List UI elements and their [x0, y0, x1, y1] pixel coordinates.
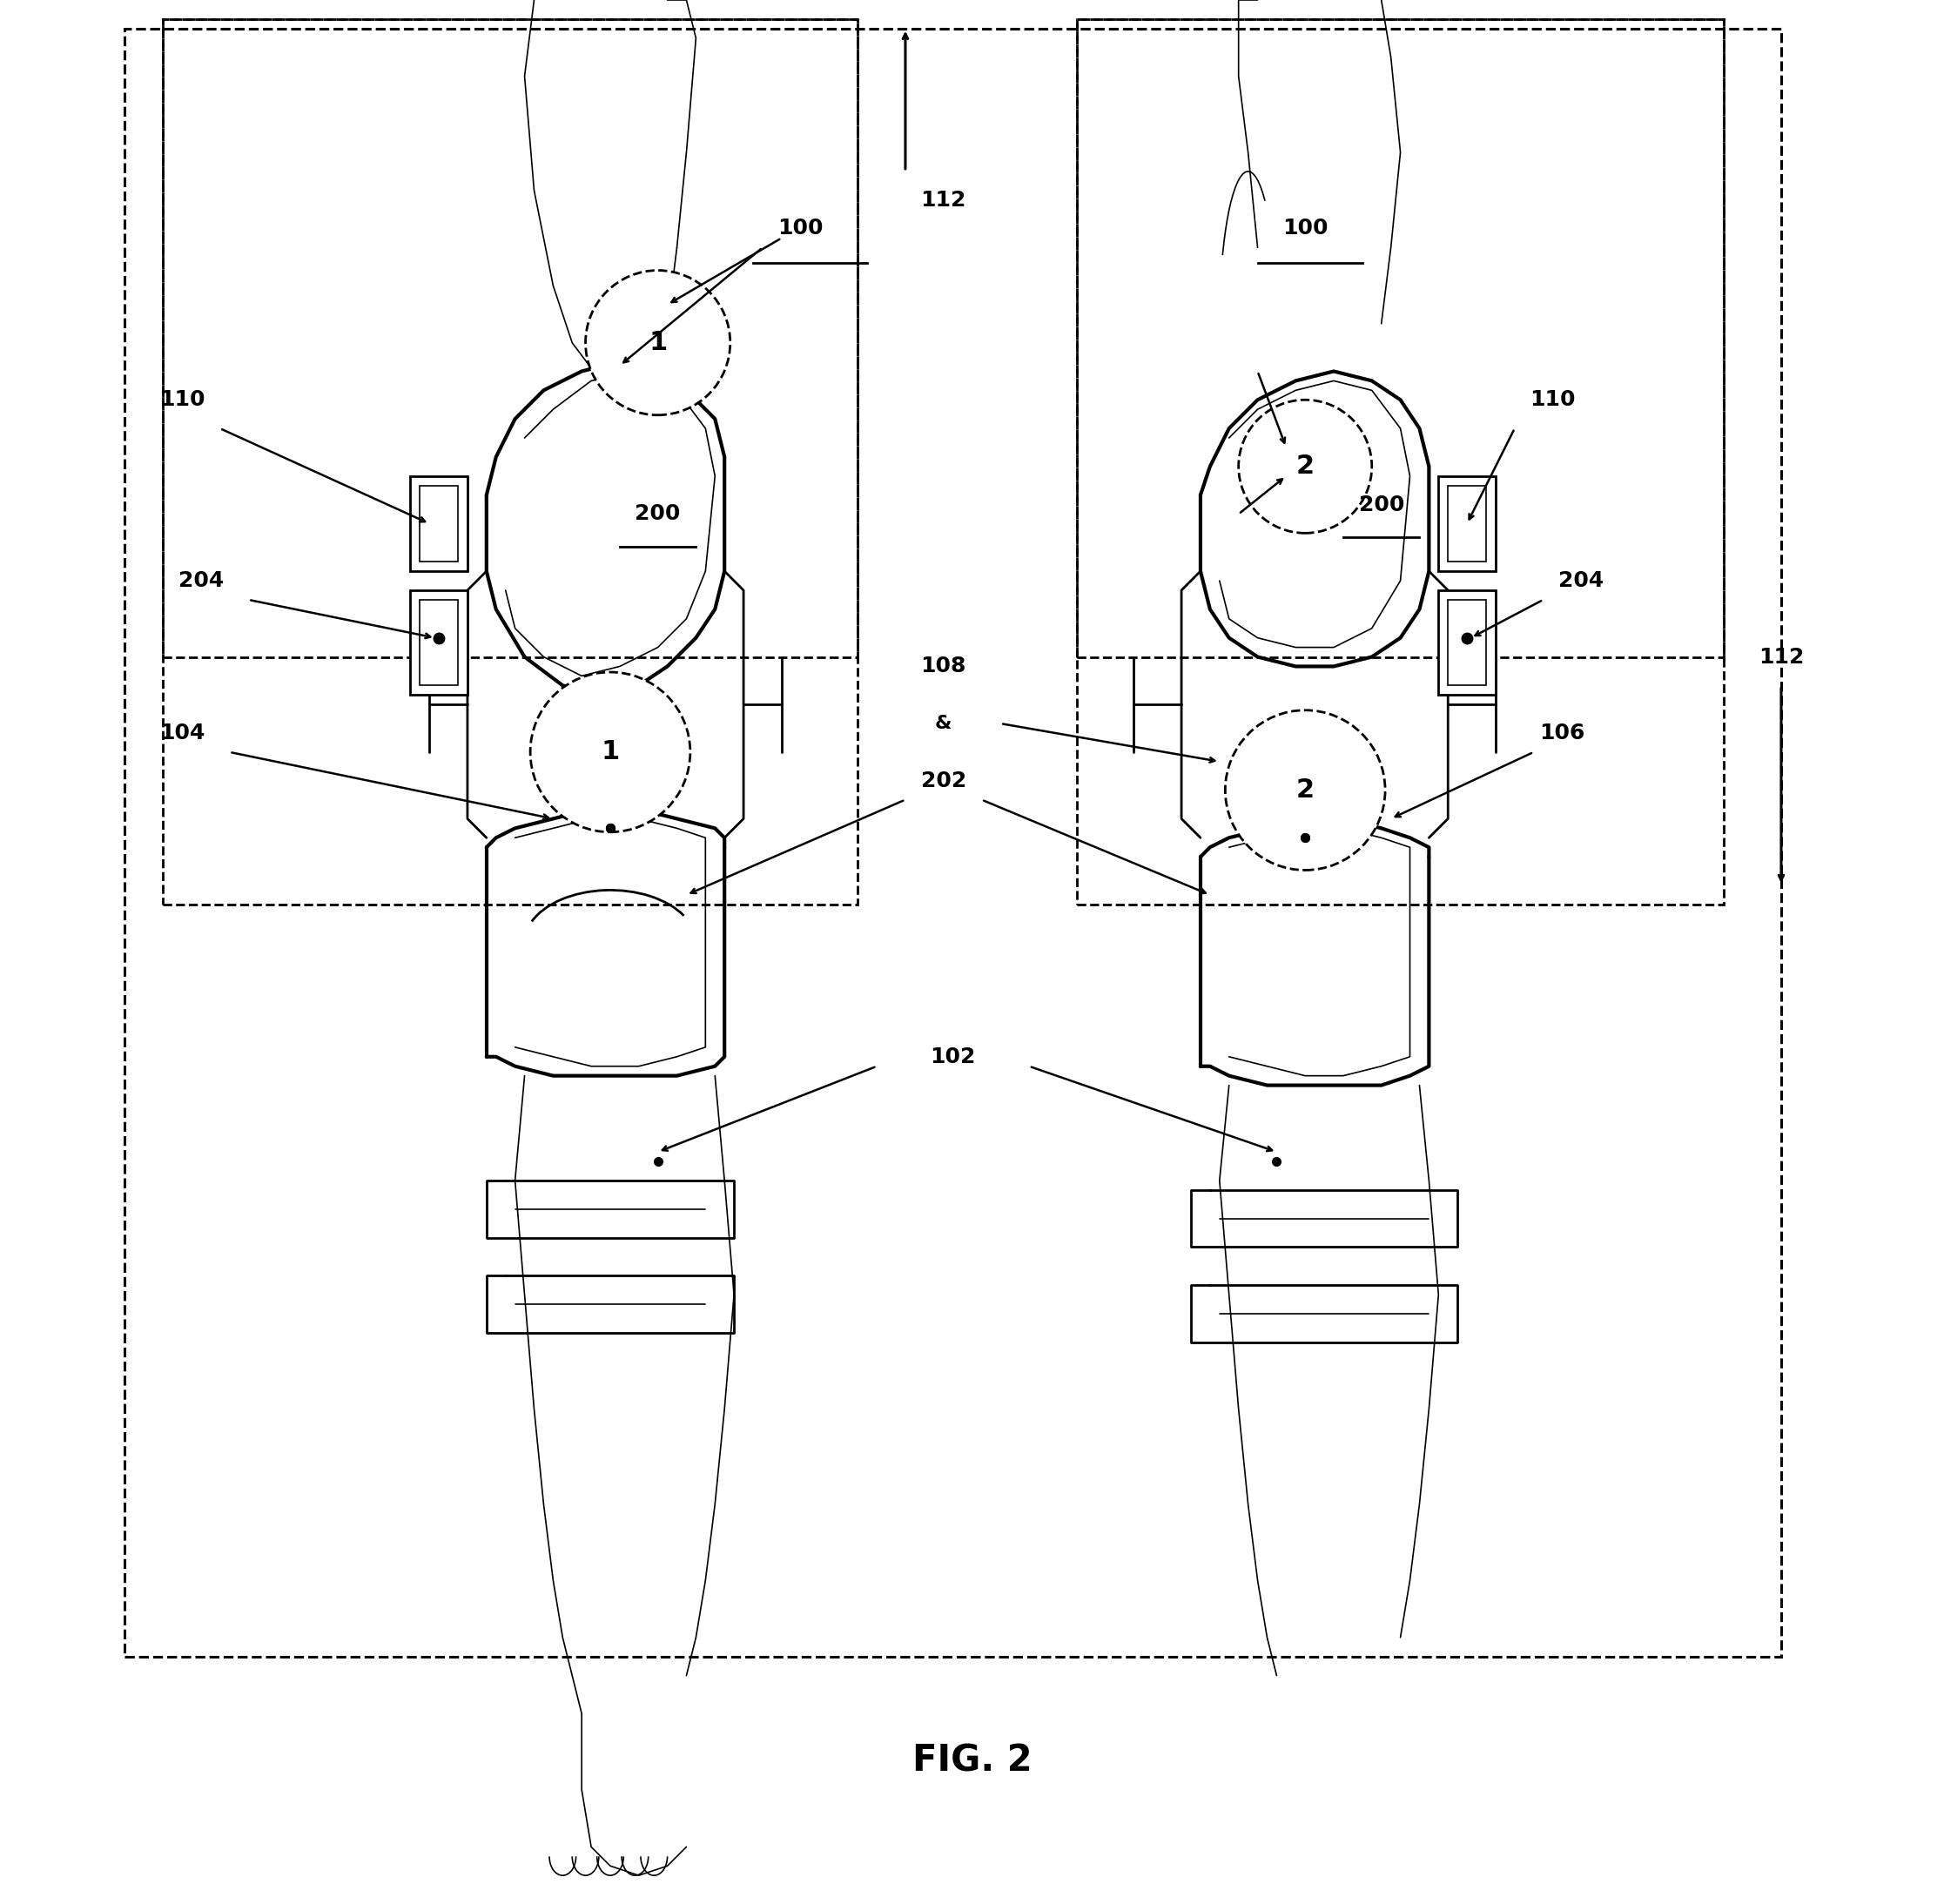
- Bar: [124, 29, 1781, 1656]
- Text: 112: 112: [921, 190, 966, 209]
- Text: 202: 202: [921, 771, 966, 790]
- Bar: [1439, 476, 1495, 571]
- Bar: [1077, 19, 1724, 904]
- Bar: [420, 486, 459, 562]
- Text: 1: 1: [601, 739, 620, 765]
- Text: 1: 1: [649, 329, 667, 356]
- Bar: [420, 600, 459, 685]
- Bar: [410, 476, 467, 571]
- Bar: [163, 19, 857, 904]
- Circle shape: [585, 270, 731, 415]
- Text: 110: 110: [1530, 390, 1575, 409]
- Text: 106: 106: [1540, 724, 1584, 743]
- Text: 200: 200: [1359, 495, 1404, 514]
- Circle shape: [1238, 400, 1372, 533]
- Text: 100: 100: [778, 219, 824, 238]
- Text: 108: 108: [921, 657, 966, 676]
- Text: 100: 100: [1283, 219, 1328, 238]
- Bar: [1448, 486, 1485, 562]
- Text: 2: 2: [1297, 453, 1314, 480]
- Text: FIG. 2: FIG. 2: [912, 1742, 1032, 1780]
- Text: 200: 200: [636, 505, 680, 524]
- Bar: [163, 19, 857, 657]
- Bar: [1448, 600, 1485, 685]
- Text: &: &: [935, 714, 953, 733]
- Bar: [410, 590, 467, 695]
- Bar: [1077, 19, 1724, 657]
- Text: 204: 204: [179, 571, 224, 590]
- Text: 2: 2: [1297, 777, 1314, 803]
- Text: 112: 112: [1759, 647, 1804, 666]
- Text: 102: 102: [929, 1047, 976, 1066]
- Text: 204: 204: [1559, 571, 1604, 590]
- Text: 110: 110: [159, 390, 204, 409]
- Circle shape: [1225, 710, 1386, 870]
- Bar: [1439, 590, 1495, 695]
- Text: 104: 104: [159, 724, 204, 743]
- Circle shape: [531, 672, 690, 832]
